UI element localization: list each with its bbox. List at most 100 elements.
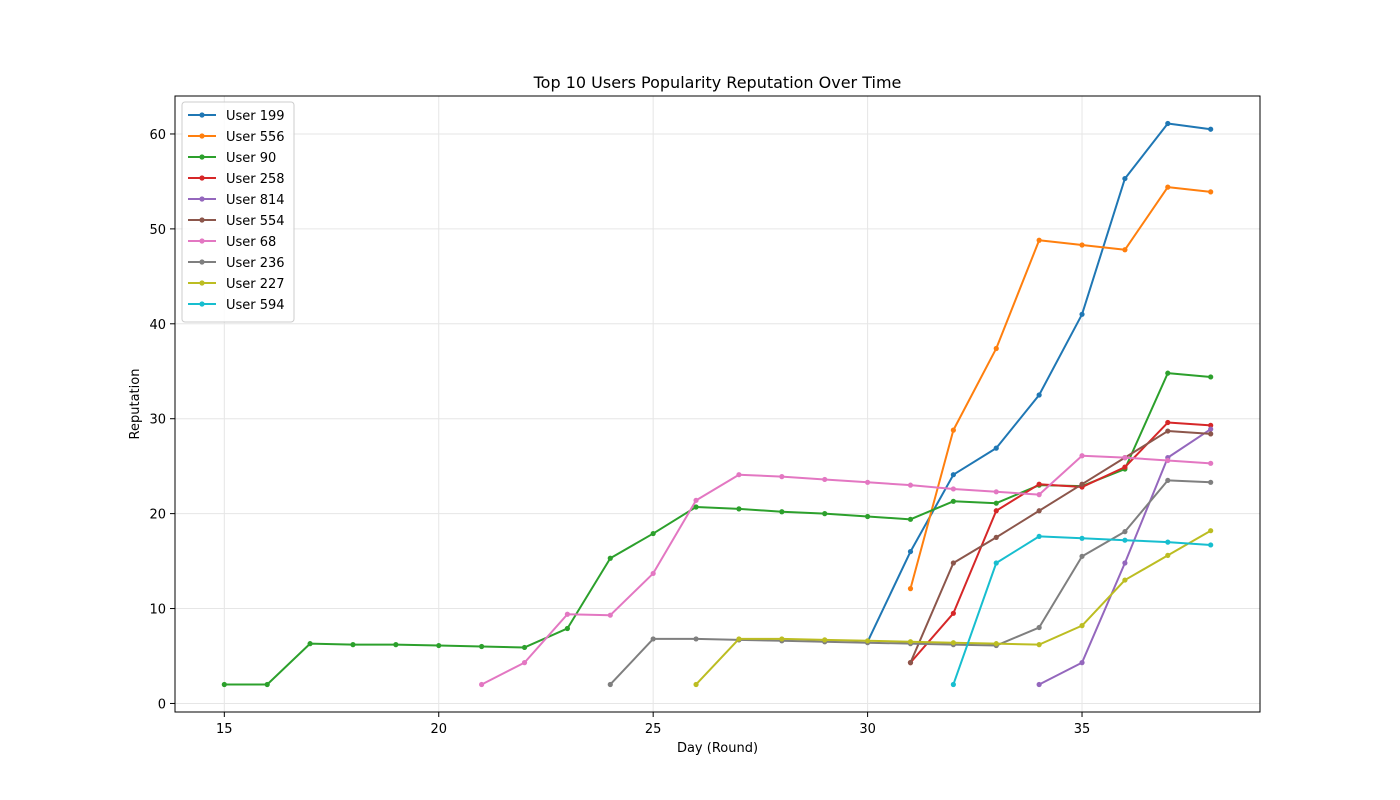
data-point xyxy=(822,637,828,643)
data-point xyxy=(1036,533,1042,540)
data-point xyxy=(1165,552,1171,558)
series-line xyxy=(481,454,1211,686)
data-point xyxy=(1208,431,1214,437)
data-point xyxy=(1208,126,1214,132)
legend-label: User 68 xyxy=(226,235,276,250)
series-user-556 xyxy=(907,184,1214,592)
data-point xyxy=(564,611,571,617)
data-point xyxy=(907,660,914,666)
data-point xyxy=(993,641,999,647)
data-point xyxy=(1122,529,1128,535)
data-point xyxy=(1079,660,1085,666)
data-point xyxy=(1122,537,1128,543)
data-point xyxy=(1165,457,1171,464)
data-point xyxy=(1036,492,1042,498)
data-point xyxy=(1079,453,1085,459)
data-point xyxy=(479,681,485,688)
data-point xyxy=(950,427,956,433)
x-tick-label: 15 xyxy=(216,722,233,737)
data-point xyxy=(1165,419,1171,426)
data-point xyxy=(779,636,785,642)
data-point xyxy=(907,586,914,592)
y-tick-label: 40 xyxy=(149,318,166,333)
data-point xyxy=(1208,189,1214,195)
data-point xyxy=(1079,535,1085,541)
data-point xyxy=(1165,539,1171,545)
data-point xyxy=(436,642,442,649)
data-point xyxy=(650,530,656,537)
data-point xyxy=(822,511,828,517)
data-point xyxy=(607,555,613,561)
legend-label: User 554 xyxy=(226,214,285,229)
data-point xyxy=(1208,460,1214,466)
y-tick-label: 0 xyxy=(158,697,166,712)
data-point xyxy=(1079,623,1085,629)
data-point xyxy=(993,489,999,495)
data-point xyxy=(693,681,699,688)
legend: User 199 User 556 User 90 User 258 User 814 U… xyxy=(181,101,295,323)
data-point xyxy=(1208,542,1214,548)
data-point xyxy=(907,548,914,555)
data-point xyxy=(479,643,485,650)
legend-marker xyxy=(199,280,205,286)
data-point xyxy=(950,472,956,478)
data-point xyxy=(993,560,999,566)
legend-marker xyxy=(199,154,205,160)
data-point xyxy=(1208,479,1214,485)
data-point xyxy=(307,641,313,647)
y-axis-label: Reputation xyxy=(128,369,143,440)
data-point xyxy=(521,660,528,666)
data-point xyxy=(1036,508,1042,514)
data-point xyxy=(993,345,999,352)
series-user-554 xyxy=(907,428,1214,666)
legend-entry: User 68 xyxy=(188,235,276,250)
series-line xyxy=(609,479,1211,686)
y-tick-label: 50 xyxy=(149,223,166,238)
data-point xyxy=(564,625,571,632)
legend-label: User 236 xyxy=(226,256,285,271)
data-point xyxy=(1122,455,1128,461)
series-user-227 xyxy=(693,528,1214,688)
data-point xyxy=(1208,528,1214,534)
data-point xyxy=(950,560,956,566)
data-point xyxy=(1036,237,1042,243)
data-point xyxy=(1036,681,1042,688)
legend-marker xyxy=(199,301,205,307)
data-point xyxy=(779,509,785,515)
legend-entry: User 258 xyxy=(188,172,285,187)
legend-entry: User 556 xyxy=(188,130,285,145)
data-point xyxy=(1036,481,1042,487)
data-point xyxy=(1036,624,1042,631)
data-point xyxy=(907,482,914,488)
data-point xyxy=(693,504,699,510)
legend-entry: User 199 xyxy=(188,109,285,124)
data-point xyxy=(650,570,656,577)
legend-entry: User 594 xyxy=(188,298,285,313)
data-point xyxy=(607,612,613,618)
data-point xyxy=(693,497,699,503)
y-tick-label: 30 xyxy=(149,413,166,428)
legend-label: User 258 xyxy=(226,172,285,187)
data-point xyxy=(864,638,871,644)
x-tick-label: 35 xyxy=(1074,722,1091,737)
legend-label: User 556 xyxy=(226,130,285,145)
x-tick-label: 25 xyxy=(645,722,662,737)
legend-label: User 814 xyxy=(226,193,285,208)
legend-marker xyxy=(199,196,205,202)
legend-label: User 199 xyxy=(226,109,285,124)
series-line xyxy=(909,186,1211,589)
data-point xyxy=(1165,477,1171,484)
data-point xyxy=(1079,242,1085,248)
grid xyxy=(175,96,1260,712)
data-point xyxy=(822,476,828,483)
legend-marker xyxy=(199,238,205,244)
legend-entry: User 236 xyxy=(188,256,285,271)
legend-entry: User 90 xyxy=(188,151,276,166)
data-point xyxy=(950,498,956,504)
data-point xyxy=(1036,642,1042,648)
data-point xyxy=(907,639,914,645)
data-point xyxy=(864,479,871,485)
data-point xyxy=(907,516,914,522)
data-point xyxy=(1208,426,1214,432)
